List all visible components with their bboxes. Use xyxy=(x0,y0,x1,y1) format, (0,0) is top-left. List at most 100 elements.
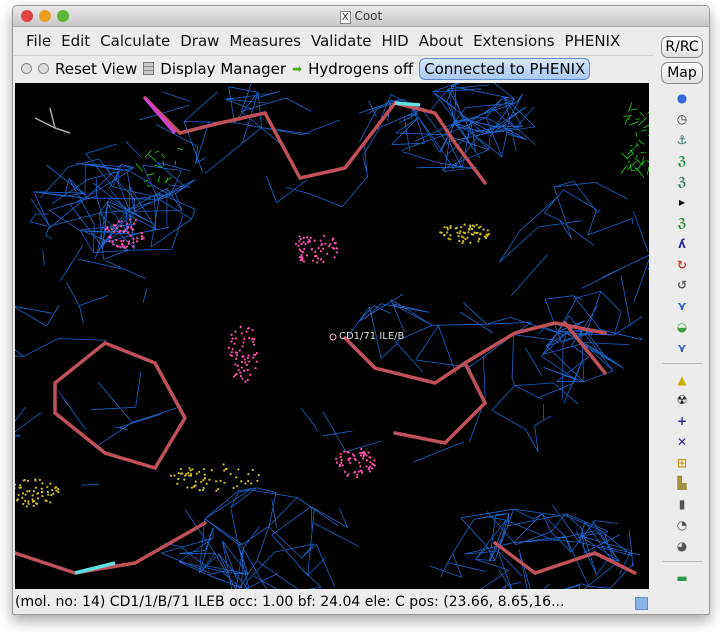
contact-dot xyxy=(320,258,323,261)
zoom-button[interactable] xyxy=(57,10,69,22)
contact-dot xyxy=(369,461,372,464)
radiation-icon[interactable]: ☢ xyxy=(676,393,688,408)
add-water-icon[interactable]: ⊞ xyxy=(676,455,688,470)
contact-dot xyxy=(36,492,40,495)
menu-edit[interactable]: Edit xyxy=(61,32,91,50)
contact-dot xyxy=(484,236,488,239)
undo-icon[interactable]: ◔ xyxy=(676,518,688,533)
side-chain-icon[interactable]: ⋎ xyxy=(677,299,687,314)
menu-validate[interactable]: Validate xyxy=(311,32,372,50)
refine-icon[interactable]: ℨ xyxy=(677,153,687,168)
contact-dot xyxy=(449,234,452,237)
contact-dot xyxy=(475,223,478,226)
add-atom-icon[interactable]: ▲ xyxy=(677,372,687,387)
flag-icon[interactable]: ▬ xyxy=(676,570,688,585)
contact-dot xyxy=(367,451,370,454)
contact-dot xyxy=(466,236,469,239)
contact-dot xyxy=(189,473,193,476)
contact-dot xyxy=(177,472,180,475)
contact-dot xyxy=(253,338,256,341)
contact-dot xyxy=(329,243,332,246)
contact-dot xyxy=(459,230,462,233)
close-button[interactable] xyxy=(21,10,33,22)
separator xyxy=(662,363,702,365)
contact-dot xyxy=(304,242,307,246)
rigid-body-icon[interactable]: ℨ xyxy=(677,216,687,231)
display-manager-button[interactable]: Display Manager xyxy=(160,59,287,78)
anchor-icon[interactable]: ⚓ xyxy=(676,132,688,147)
reset-view-button[interactable]: Reset View xyxy=(55,59,138,78)
contact-dot xyxy=(52,492,55,495)
menu-draw[interactable]: Draw xyxy=(180,32,220,50)
edit-chi-icon[interactable]: ⋎ xyxy=(677,340,687,355)
rrc-button[interactable]: R/RC xyxy=(661,36,703,58)
contact-dot xyxy=(469,226,472,229)
torsion-icon[interactable]: ↻ xyxy=(676,257,688,272)
contact-dot xyxy=(193,485,196,488)
contact-dot xyxy=(244,361,247,364)
contact-dot xyxy=(120,240,123,243)
stamp-icon[interactable]: ▙ xyxy=(677,476,687,491)
contact-dot xyxy=(252,340,255,343)
contact-dot xyxy=(479,232,482,235)
minimize-button[interactable] xyxy=(39,10,51,22)
contact-dot xyxy=(313,239,316,242)
mutate-icon[interactable]: ✕ xyxy=(676,434,688,449)
flip-peptide-icon[interactable]: ↺ xyxy=(676,278,688,293)
stop-icon[interactable] xyxy=(38,63,49,74)
contact-dot xyxy=(215,489,218,492)
contact-dot xyxy=(473,231,476,234)
menu-extensions[interactable]: Extensions xyxy=(473,32,555,50)
contact-dot xyxy=(41,482,44,485)
back-icon[interactable] xyxy=(21,63,32,74)
contact-dot xyxy=(298,240,301,243)
contact-dot xyxy=(50,488,54,492)
contact-dot xyxy=(238,349,241,352)
slide-icon[interactable]: ◒ xyxy=(676,319,688,334)
graphics-canvas[interactable]: CD1/71 ILE/B xyxy=(15,83,649,589)
contact-dot xyxy=(22,479,25,482)
contact-dot xyxy=(467,231,470,234)
rotate-view-icon[interactable]: ● xyxy=(676,91,688,106)
contact-dot xyxy=(245,363,249,367)
phenix-connection-button[interactable]: Connected to PHENIX xyxy=(419,57,591,80)
contact-dot xyxy=(112,230,116,233)
contact-dot xyxy=(46,485,49,489)
map-button[interactable]: Map xyxy=(661,62,703,84)
add-residue-icon[interactable]: + xyxy=(676,414,688,429)
title-bar: X Coot xyxy=(13,6,709,27)
menu-calculate[interactable]: Calculate xyxy=(100,32,171,50)
redo-icon[interactable]: ◕ xyxy=(676,538,688,553)
delete-icon[interactable]: ▮ xyxy=(678,497,686,512)
menu-about[interactable]: About xyxy=(418,32,464,50)
molecule-view[interactable]: CD1/71 ILE/B xyxy=(15,83,649,589)
menu-measures[interactable]: Measures xyxy=(229,32,301,50)
regularize-icon[interactable]: ℨ xyxy=(677,174,687,189)
bond-stick xyxy=(15,521,207,575)
contact-dot xyxy=(457,235,460,238)
difference-map-mesh xyxy=(135,102,649,187)
contact-dot xyxy=(443,233,446,237)
menu-hid[interactable]: HID xyxy=(381,32,409,50)
contact-dot xyxy=(112,224,116,227)
contact-dot xyxy=(447,237,450,240)
contact-dot xyxy=(302,251,305,254)
contact-dot xyxy=(230,340,233,343)
contact-dot xyxy=(234,363,237,366)
contact-dot xyxy=(477,240,480,243)
contact-dot xyxy=(205,482,208,485)
menu-file[interactable]: File xyxy=(26,32,52,50)
hydrogens-toggle[interactable]: Hydrogens off xyxy=(308,59,414,78)
contact-dot xyxy=(246,356,249,360)
contact-dot xyxy=(176,482,179,485)
contact-dot xyxy=(235,476,238,479)
contact-dot xyxy=(347,451,350,454)
contact-dot xyxy=(360,448,363,451)
menu-phenix[interactable]: PHENIX xyxy=(564,32,621,50)
contact-dot xyxy=(26,479,29,482)
clock-icon[interactable]: ◷ xyxy=(676,112,688,127)
arrow-right-icon[interactable]: ▸ xyxy=(678,195,686,210)
contact-dot xyxy=(236,364,239,367)
contact-dot xyxy=(120,220,123,223)
rotamer-icon[interactable]: ʎ xyxy=(678,236,686,251)
